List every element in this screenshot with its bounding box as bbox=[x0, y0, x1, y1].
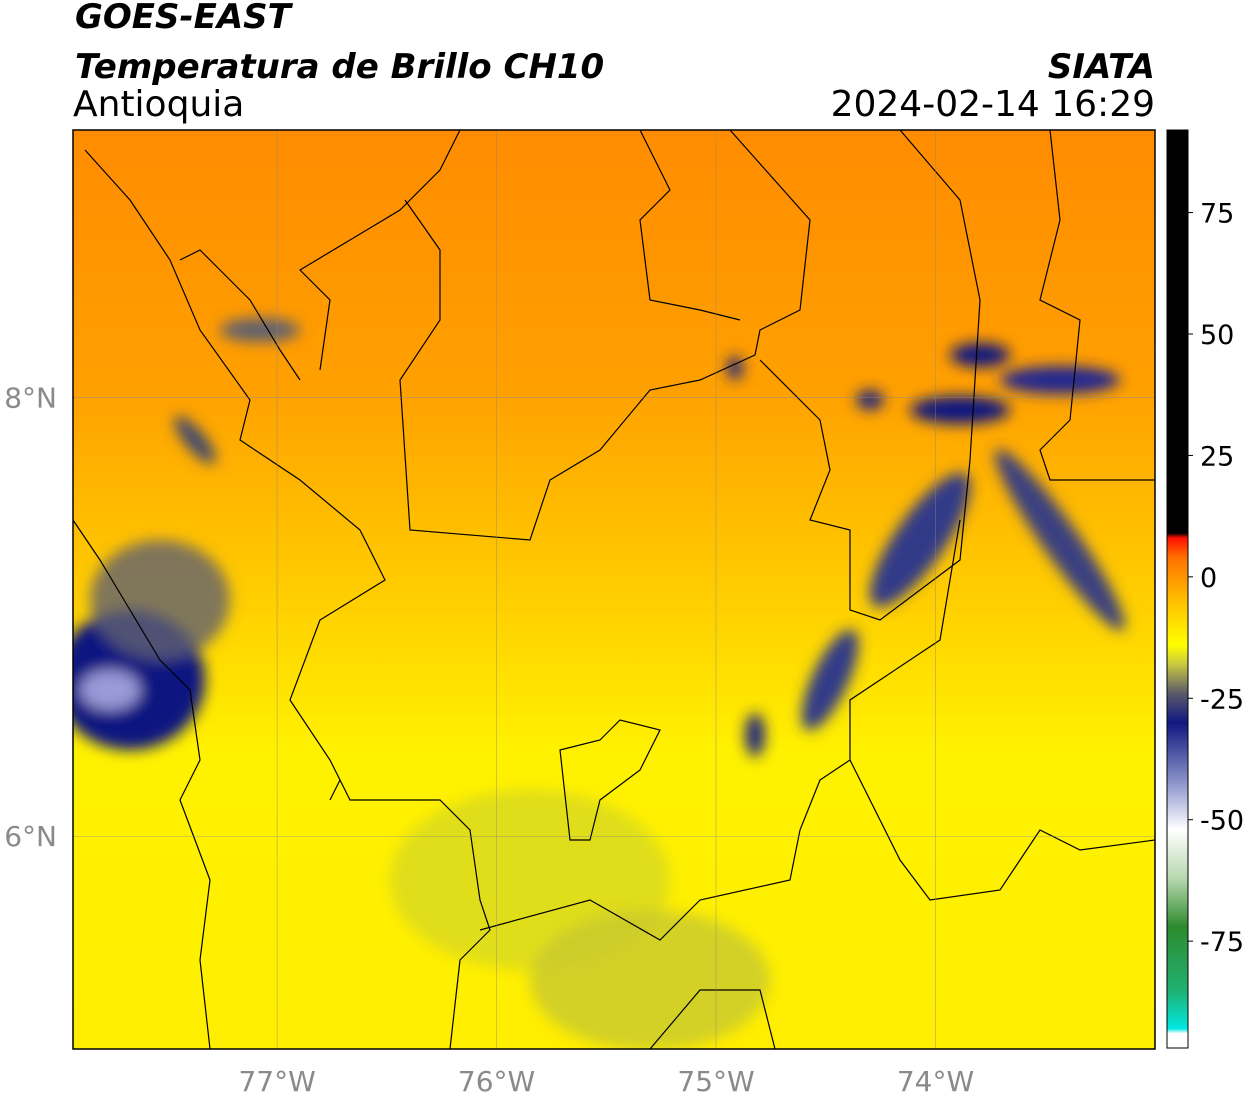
colorbar bbox=[1166, 129, 1189, 1049]
map-image bbox=[73, 130, 1155, 1049]
title: GOES-EAST bbox=[75, 0, 294, 37]
colorbar-tick-label: -50 bbox=[1200, 806, 1244, 837]
x-tick-label: 77°W bbox=[238, 1065, 315, 1098]
y-tick-label: 6°N bbox=[4, 820, 57, 853]
source: SIATA bbox=[1048, 47, 1155, 87]
x-tick-label: 75°W bbox=[677, 1065, 754, 1098]
colorbar-tick-label: 50 bbox=[1200, 320, 1234, 351]
colorbar-tick-label: 75 bbox=[1200, 199, 1234, 230]
grid bbox=[73, 130, 1155, 1049]
clouds bbox=[73, 318, 1125, 1049]
colorbar-tick-label: -25 bbox=[1200, 684, 1244, 715]
region: Antioquia bbox=[73, 84, 244, 125]
x-tick-label: 76°W bbox=[458, 1065, 535, 1098]
borders bbox=[73, 130, 1155, 1049]
map-frame bbox=[72, 129, 1156, 1050]
colorbar-tick-label: -75 bbox=[1200, 927, 1244, 958]
colorbar-tick-label: 0 bbox=[1200, 563, 1217, 594]
datetime: 2024-02-14 16:29 bbox=[831, 84, 1155, 125]
subtitle: Temperatura de Brillo CH10 bbox=[75, 47, 604, 87]
colorbar-tick-label: 25 bbox=[1200, 441, 1234, 472]
y-tick-label: 8°N bbox=[4, 382, 57, 415]
x-tick-label: 74°W bbox=[897, 1065, 974, 1098]
